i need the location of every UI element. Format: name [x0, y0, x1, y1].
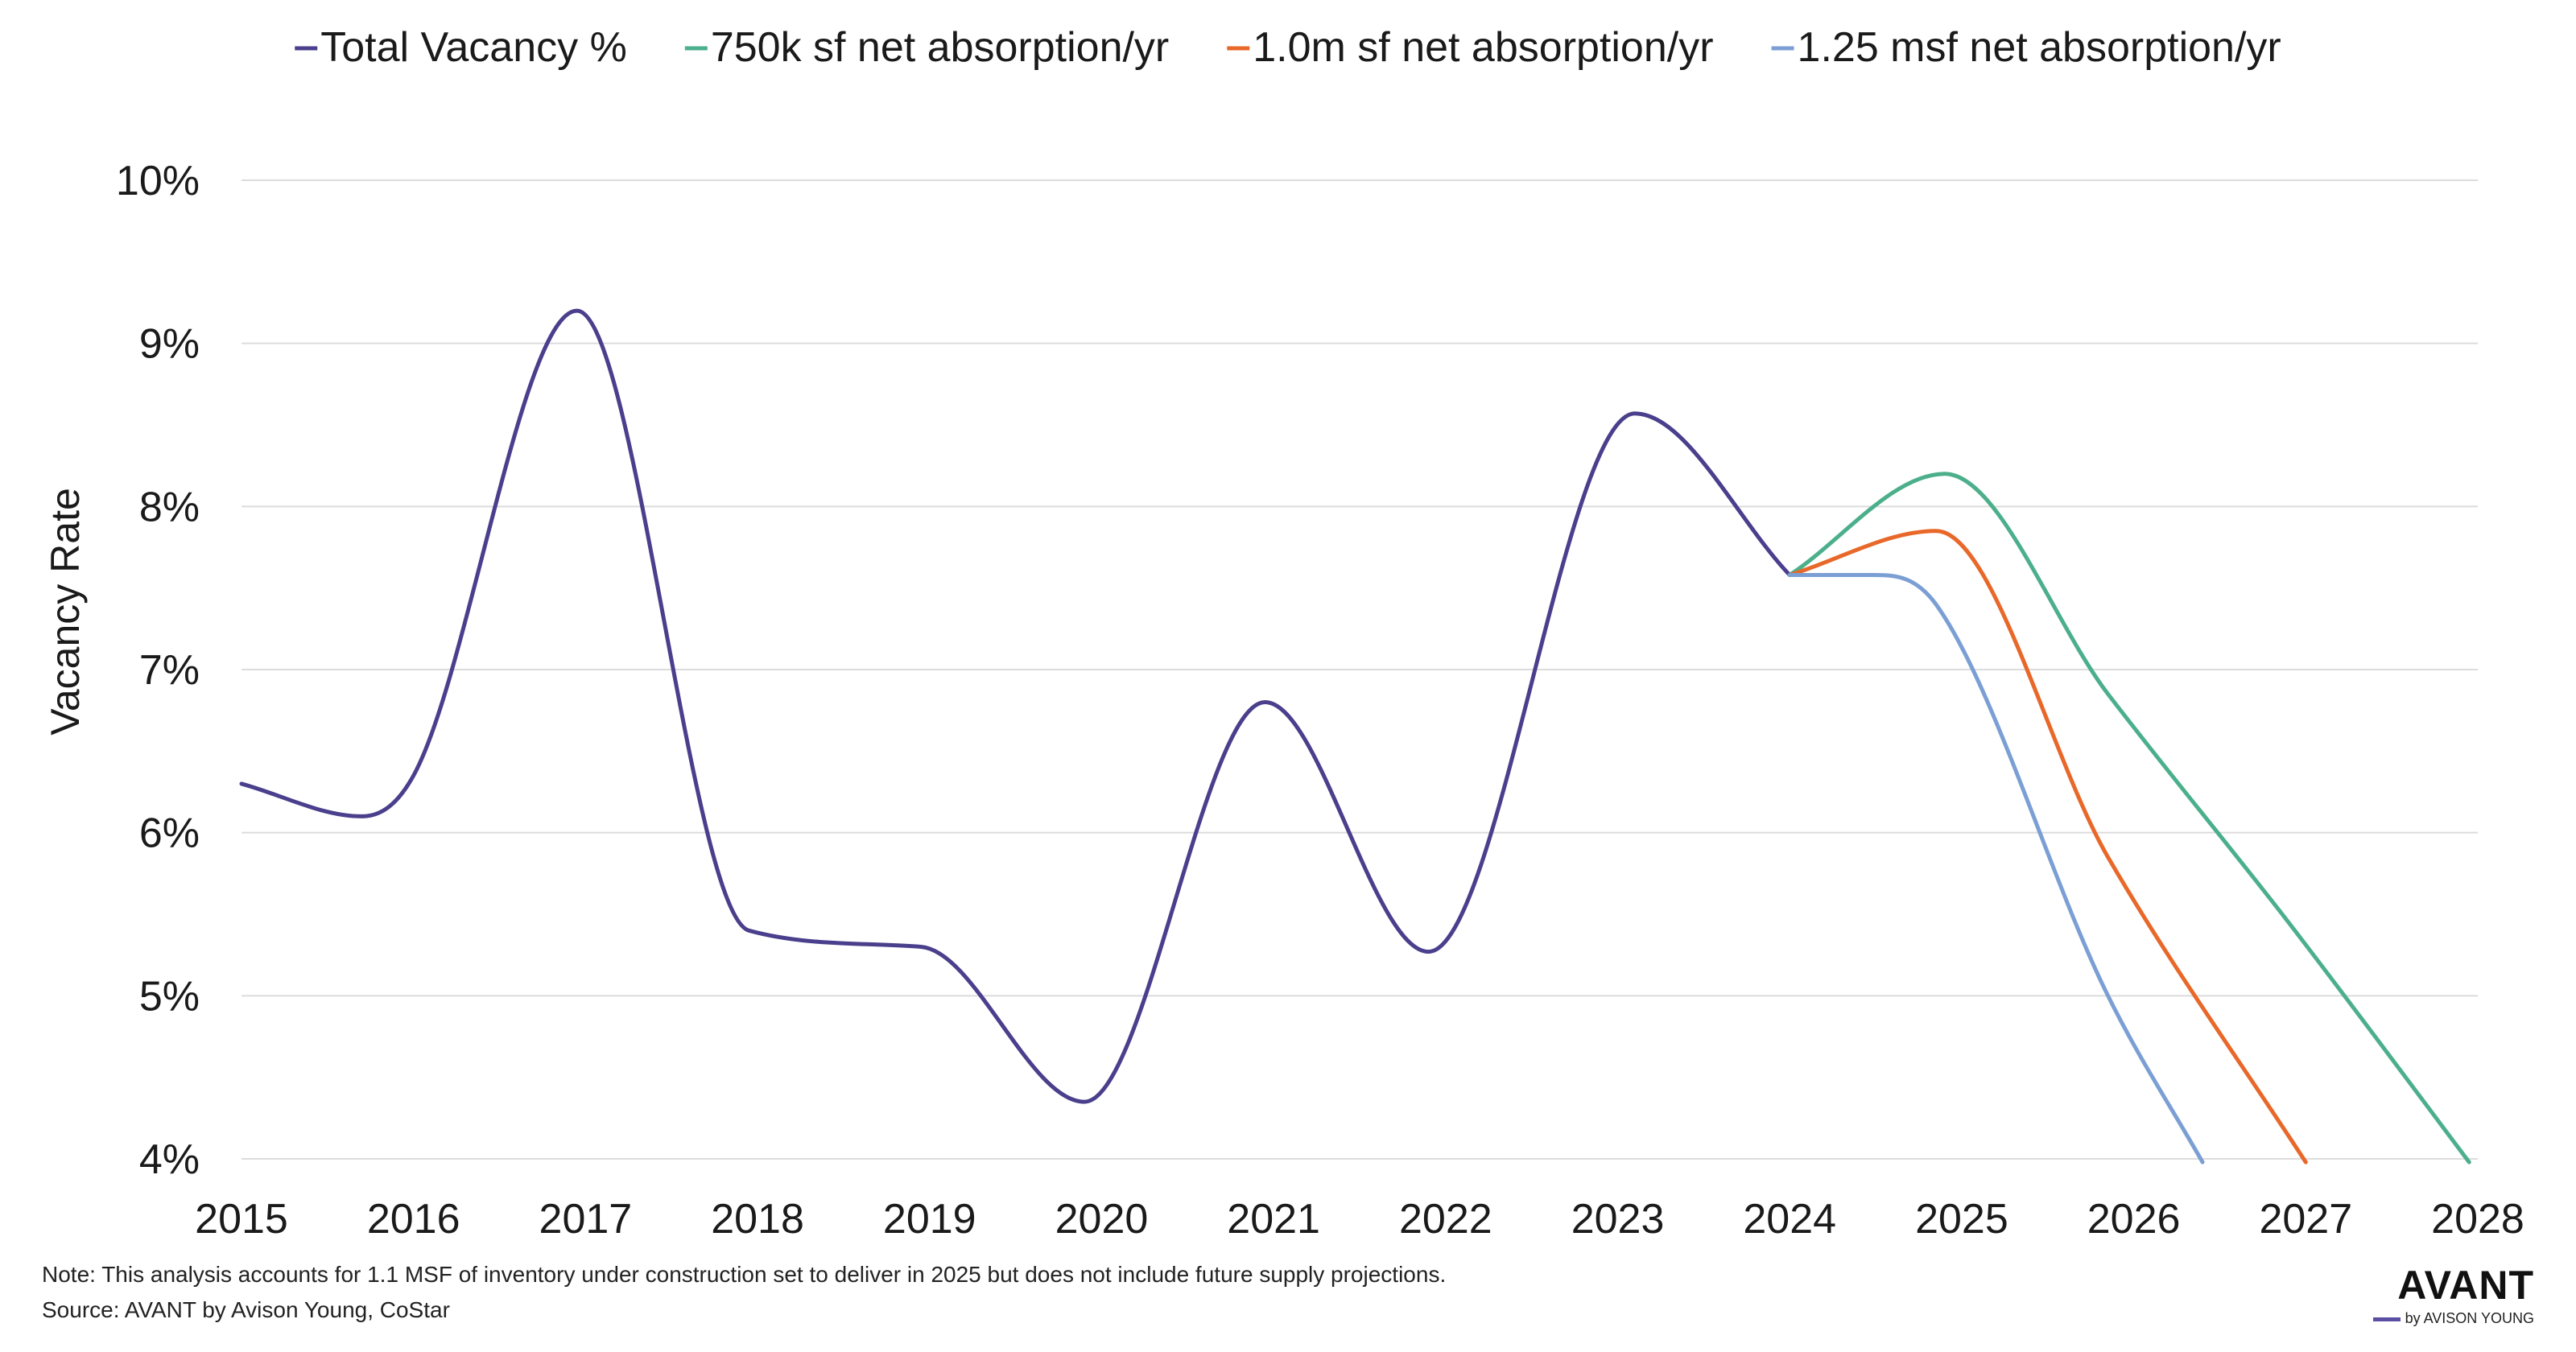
y-tick-label: 7%	[139, 647, 200, 694]
y-tick-label: 9%	[139, 321, 200, 368]
x-axis-ticks: 2015 2016 2017 2018 2019 2020 2021 2022 2023 2024…	[195, 1196, 2524, 1243]
x-tick-label: 2020	[1055, 1196, 1149, 1243]
x-tick-label: 2022	[1399, 1196, 1492, 1243]
x-tick-label: 2018	[711, 1196, 804, 1243]
chart-note: Note: This analysis accounts for 1.1 MSF…	[42, 1262, 1447, 1287]
logo-accent-bar	[2372, 1317, 2401, 1321]
series-line-3	[1787, 529, 2308, 1164]
y-axis-ticks: 4% 5% 6% 7% 8% 9% 10%	[116, 158, 200, 1183]
series-line-4	[1787, 572, 2205, 1164]
legend-item: Total Vacancy %	[295, 24, 627, 71]
chart-gridlines	[242, 179, 2478, 1160]
chart-legend: Total Vacancy % 750k sf net absorption/yr…	[295, 24, 2281, 71]
chart-source: Source: AVANT by Avison Young, CoStar	[42, 1297, 450, 1322]
avant-logo: AVANT by AVISON YOUNG	[2372, 1263, 2534, 1327]
y-tick-label: 4%	[139, 1136, 200, 1183]
legend-label: 1.25 msf net absorption/yr	[1798, 24, 2281, 71]
x-tick-label: 2021	[1227, 1196, 1320, 1243]
x-tick-label: 2026	[2087, 1196, 2181, 1243]
legend-item: 1.25 msf net absorption/yr	[1771, 24, 2281, 71]
logo-subtitle-text: by AVISON YOUNG	[2405, 1310, 2534, 1326]
x-tick-label: 2025	[1915, 1196, 2008, 1243]
legend-label: 750k sf net absorption/yr	[711, 24, 1169, 71]
x-tick-label: 2019	[883, 1196, 976, 1243]
y-tick-label: 10%	[116, 158, 200, 204]
chart-series	[239, 308, 2471, 1164]
legend-label: 1.0m sf net absorption/yr	[1253, 24, 1713, 71]
x-tick-label: 2015	[195, 1196, 288, 1243]
y-tick-label: 8%	[139, 484, 200, 530]
y-tick-label: 6%	[139, 810, 200, 857]
series-line-1	[239, 308, 1792, 1104]
logo-subtitle: by AVISON YOUNG	[2372, 1310, 2534, 1327]
logo-wordmark: AVANT	[2397, 1263, 2534, 1308]
x-tick-label: 2024	[1743, 1196, 1836, 1243]
x-tick-label: 2028	[2431, 1196, 2524, 1243]
x-tick-label: 2016	[367, 1196, 460, 1243]
y-axis-title: Vacancy Rate	[43, 488, 88, 736]
legend-item: 1.0m sf net absorption/yr	[1227, 24, 1714, 71]
y-tick-label: 5%	[139, 973, 200, 1020]
series-line-2	[1787, 472, 2471, 1164]
x-tick-label: 2023	[1571, 1196, 1665, 1243]
legend-label: Total Vacancy %	[320, 24, 627, 71]
legend-item: 750k sf net absorption/yr	[684, 24, 1169, 71]
x-tick-label: 2017	[539, 1196, 633, 1243]
x-tick-label: 2027	[2259, 1196, 2352, 1243]
